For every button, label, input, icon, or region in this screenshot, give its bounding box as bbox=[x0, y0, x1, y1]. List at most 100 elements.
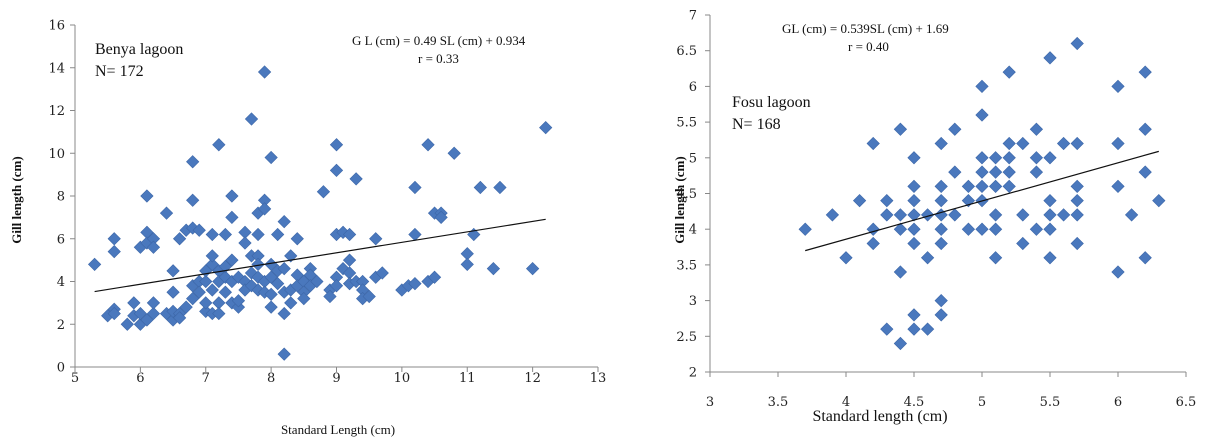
left-chart-data-point bbox=[120, 317, 134, 331]
right-chart-data-point bbox=[1029, 122, 1044, 136]
right-chart-data-point bbox=[1002, 65, 1016, 79]
left-chart-data-point bbox=[205, 283, 219, 297]
right-chart-data-point bbox=[1029, 165, 1044, 179]
right-chart-data-point bbox=[907, 308, 921, 322]
right-chart-data-point bbox=[1002, 165, 1016, 179]
left-chart-data-point bbox=[251, 257, 265, 272]
right-chart-data-point bbox=[866, 136, 880, 151]
right-chart-data-point bbox=[1152, 194, 1166, 208]
left-chart-y-tick-label: 8 bbox=[57, 190, 65, 205]
right-chart-data-point bbox=[934, 222, 948, 236]
right-chart-data-point bbox=[975, 79, 989, 94]
left-chart-data-point bbox=[225, 189, 239, 203]
right-chart-data-point bbox=[852, 194, 867, 208]
right-chart-data-point bbox=[1002, 136, 1016, 151]
left-chart-data-point bbox=[251, 227, 265, 242]
right-chart-y-axis-label: Gill length (cm) bbox=[672, 156, 687, 243]
left-chart-data-point bbox=[166, 264, 180, 278]
right-chart-y-tick-label: 3.5 bbox=[676, 258, 697, 273]
left-chart-data-point bbox=[375, 266, 389, 280]
left-chart-x-tick-label: 13 bbox=[590, 371, 607, 386]
left-chart-data-point bbox=[231, 294, 246, 308]
right-chart-x-tick-label: 3.5 bbox=[768, 395, 789, 410]
right-chart-data-point bbox=[934, 293, 948, 308]
left-chart-data-point bbox=[127, 296, 141, 310]
right-chart-x-tick-label: 5 bbox=[978, 395, 986, 410]
left-chart-data-point bbox=[447, 146, 461, 160]
right-chart-data-point bbox=[1111, 136, 1125, 151]
left-chart-data-point bbox=[172, 311, 187, 325]
right-chart-x-tick-label: 6.5 bbox=[1176, 395, 1197, 410]
right-chart-data-point bbox=[1016, 208, 1030, 222]
left-chart-data-point bbox=[349, 172, 363, 186]
left-chart-data-point bbox=[218, 227, 232, 242]
left-chart-data-point bbox=[159, 206, 174, 220]
left-chart-x-tick-label: 10 bbox=[394, 371, 411, 386]
right-chart-data-point bbox=[920, 208, 935, 222]
right-chart-data-point bbox=[1043, 251, 1057, 265]
right-chart-y-tick-label: 4.5 bbox=[676, 187, 697, 202]
right-chart-data-point bbox=[1029, 151, 1044, 165]
right-chart-data-point bbox=[907, 222, 921, 236]
right-chart-data-point bbox=[1138, 165, 1152, 179]
left-chart-data-point bbox=[251, 270, 265, 284]
left-chart-data-point bbox=[408, 227, 422, 242]
left-chart-data-point bbox=[238, 236, 252, 250]
left-chart-x-tick-label: 11 bbox=[459, 371, 476, 386]
right-chart-data-point bbox=[880, 322, 894, 336]
left-chart-data-point bbox=[277, 347, 291, 361]
left-chart-data-point bbox=[257, 65, 272, 79]
right-chart-data-point bbox=[1002, 179, 1016, 193]
right-chart-y-tick-label: 5.5 bbox=[676, 116, 697, 131]
left-chart-data-point bbox=[473, 180, 487, 195]
left-chart-data-point bbox=[140, 189, 154, 203]
left-chart-y-axis-label: Gill length (cm) bbox=[9, 156, 24, 243]
left-chart-x-tick-label: 7 bbox=[202, 371, 210, 386]
left-chart-equation: G L (cm) = 0.49 SL (cm) + 0.934 bbox=[352, 33, 526, 48]
left-chart-data-point bbox=[271, 227, 285, 242]
left-chart-data-point bbox=[199, 296, 213, 310]
right-chart-y-tick-label: 5 bbox=[689, 151, 697, 166]
left-chart-data-point bbox=[329, 163, 344, 177]
right-chart-data-point bbox=[1138, 65, 1152, 79]
right-chart-data-point bbox=[1070, 194, 1084, 208]
right-chart-r-value: r = 0.40 bbox=[848, 39, 889, 54]
left-chart-data-point bbox=[427, 270, 442, 284]
right-chart-data-point bbox=[1002, 151, 1016, 165]
right-chart-data-point bbox=[1138, 251, 1152, 265]
right-chart-data-point bbox=[1070, 36, 1084, 51]
right-chart-data-point bbox=[920, 322, 935, 336]
left-chart-data-point bbox=[323, 289, 337, 304]
right-chart-data-point bbox=[798, 222, 812, 236]
left-chart-label-line2: N= 172 bbox=[95, 63, 144, 80]
right-chart-data-point bbox=[1056, 136, 1071, 151]
right-chart-data-point bbox=[907, 179, 921, 193]
left-chart-y-tick-label: 12 bbox=[48, 104, 65, 119]
right-chart-data-point bbox=[948, 165, 962, 179]
right-chart-data-point bbox=[1016, 136, 1030, 151]
right-chart-data-point bbox=[988, 165, 1003, 179]
left-chart-data-point bbox=[218, 285, 232, 299]
left-chart-data-point bbox=[284, 296, 298, 310]
left-chart-x-axis-label: Standard Length (cm) bbox=[281, 422, 395, 437]
left-chart-data-point bbox=[107, 244, 121, 259]
left-chart-data-point bbox=[225, 253, 239, 267]
left-chart-data-point bbox=[284, 249, 298, 263]
left-chart-data-point bbox=[467, 227, 481, 242]
left-chart-data-point bbox=[146, 306, 161, 321]
right-chart-data-point bbox=[1070, 179, 1084, 193]
left-chart-data-point bbox=[133, 306, 147, 321]
left-chart-data-point bbox=[264, 270, 278, 284]
left-chart-data-point bbox=[408, 180, 422, 195]
left-chart-data-point bbox=[493, 180, 507, 195]
left-chart-data-point bbox=[212, 138, 226, 152]
right-chart-data-point bbox=[880, 208, 894, 222]
left-chart-data-point bbox=[421, 138, 435, 152]
left-chart-data-point bbox=[408, 277, 422, 291]
right-chart-data-point bbox=[1029, 222, 1044, 236]
right-chart-data-point bbox=[975, 179, 989, 193]
right-chart-data-point bbox=[975, 165, 989, 179]
left-chart-data-point bbox=[87, 257, 102, 272]
right-chart-data-point bbox=[1124, 208, 1139, 222]
left-chart-data-point bbox=[199, 274, 213, 289]
